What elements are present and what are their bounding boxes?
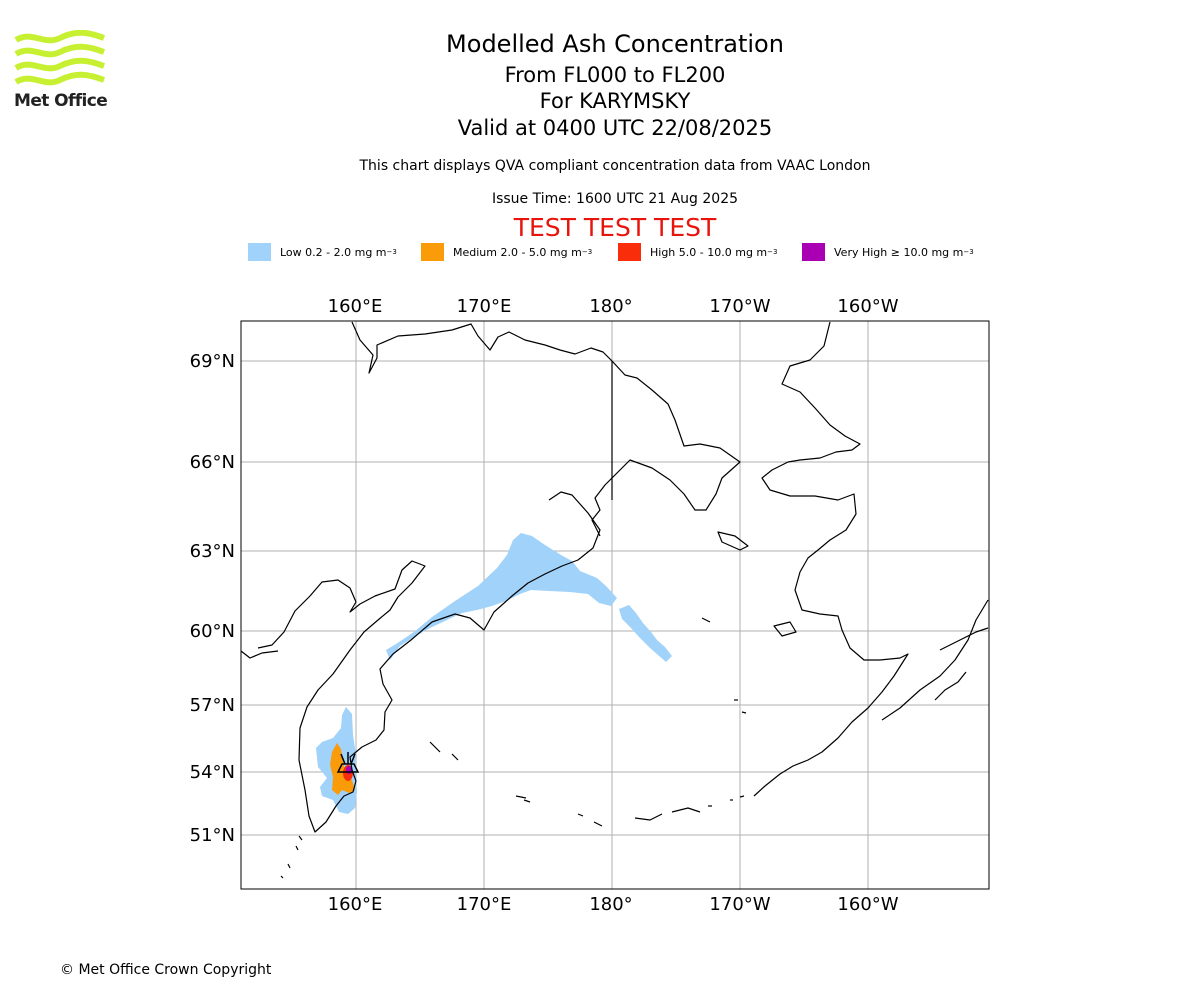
lon-label-top: 170°E [457, 296, 512, 317]
ash-low-band [386, 533, 617, 660]
logo-text: Met Office [14, 91, 108, 111]
lat-label: 66°N [190, 452, 235, 473]
ash-low-tail [619, 605, 672, 662]
legend-label-very-high: Very High ≥ 10.0 mg m [834, 245, 964, 259]
legend-exp-medium: −3 [581, 248, 593, 256]
lat-label: 54°N [190, 762, 235, 783]
volcano-marker-icon [336, 752, 360, 773]
flight-level-subtitle: From FL000 to FL200 [504, 63, 726, 87]
legend-swatch-high [618, 243, 641, 261]
lon-label-top: 170°W [709, 296, 770, 317]
lat-label: 60°N [190, 621, 235, 642]
lat-label: 57°N [190, 695, 235, 716]
legend-swatch-medium [421, 243, 444, 261]
lat-label: 63°N [190, 541, 235, 562]
lat-label: 69°N [190, 351, 235, 372]
chart-title: Modelled Ash Concentration [446, 30, 784, 58]
copyright-notice: © Met Office Crown Copyright [60, 962, 272, 978]
legend-exp-high: −3 [767, 248, 778, 256]
lon-label-top: 160°E [328, 296, 383, 317]
legend-label-high: High 5.0 - 10.0 mg m [650, 245, 768, 259]
lon-label-top: 180° [589, 296, 632, 317]
test-banner: TEST TEST TEST [513, 213, 717, 242]
legend-swatch-very-high [802, 243, 825, 261]
lat-label: 51°N [190, 825, 235, 846]
lon-label-bottom: 170°E [457, 894, 512, 915]
legend-label-medium: Medium 2.0 - 5.0 mg m [453, 245, 582, 259]
volcano-subtitle: For KARYMSKY [539, 89, 691, 113]
chart-description: This chart displays QVA compliant concen… [359, 158, 871, 174]
ash-medium [330, 743, 355, 795]
legend-item-very-high: Very High ≥ 10.0 mg m −3 [802, 243, 974, 261]
lon-label-bottom: 160°W [837, 894, 898, 915]
lon-label-top: 160°W [837, 296, 898, 317]
lon-label-bottom: 160°E [328, 894, 383, 915]
lon-label-bottom: 170°W [709, 894, 770, 915]
legend-item-high: High 5.0 - 10.0 mg m −3 [618, 243, 777, 261]
ash-concentration-map: 160°E 170°E 180° 170°W 160°W [190, 296, 990, 915]
legend: Low 0.2 - 2.0 mg m −3 Medium 2.0 - 5.0 mg… [248, 243, 1008, 263]
legend-label-low: Low 0.2 - 2.0 mg m [280, 245, 387, 259]
map-frame [240, 320, 990, 890]
legend-exp-low: −3 [386, 248, 397, 256]
coastlines [240, 321, 989, 879]
lon-label-bottom: 180° [589, 894, 632, 915]
legend-swatch-low [248, 243, 271, 261]
valid-time-subtitle: Valid at 0400 UTC 22/08/2025 [457, 116, 773, 140]
issue-time: Issue Time: 1600 UTC 21 Aug 2025 [491, 191, 739, 207]
legend-item-medium: Medium 2.0 - 5.0 mg m −3 [421, 243, 592, 261]
map-background [241, 321, 989, 889]
legend-exp-very-high: −3 [963, 248, 974, 256]
legend-item-low: Low 0.2 - 2.0 mg m −3 [248, 243, 397, 261]
met-office-logo-icon [14, 30, 106, 86]
